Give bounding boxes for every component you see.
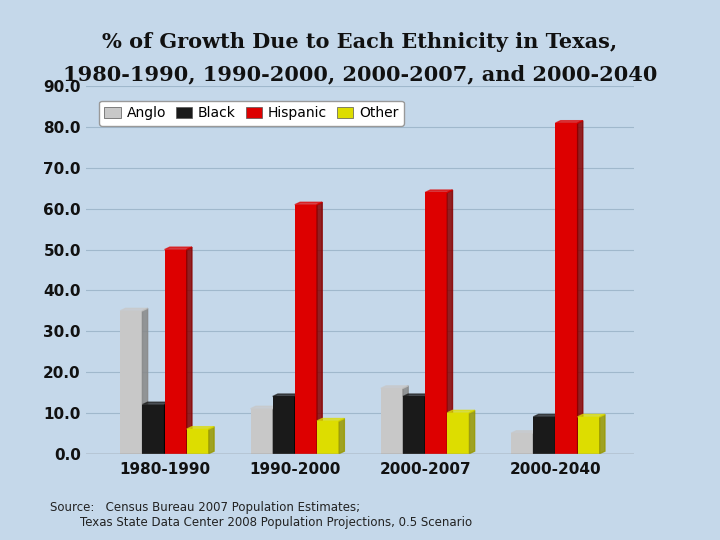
Polygon shape	[295, 394, 300, 454]
Polygon shape	[577, 414, 605, 417]
Polygon shape	[403, 386, 408, 454]
Polygon shape	[209, 427, 214, 454]
Polygon shape	[186, 427, 214, 429]
Bar	[534, 417, 555, 454]
Polygon shape	[469, 410, 474, 454]
Bar	[120, 311, 143, 454]
Bar	[403, 396, 425, 454]
Bar	[447, 413, 469, 454]
Polygon shape	[534, 431, 539, 454]
Polygon shape	[251, 406, 278, 409]
Polygon shape	[600, 414, 605, 454]
Text: % of Growth Due to Each Ethnicity in Texas,: % of Growth Due to Each Ethnicity in Tex…	[102, 32, 618, 52]
Polygon shape	[425, 190, 452, 192]
Polygon shape	[143, 402, 170, 404]
Bar	[273, 396, 295, 454]
Polygon shape	[143, 308, 148, 454]
Bar	[381, 388, 403, 454]
Polygon shape	[273, 406, 278, 454]
Polygon shape	[403, 394, 431, 396]
Bar	[511, 433, 534, 454]
Polygon shape	[534, 414, 561, 417]
Bar	[143, 404, 165, 454]
Polygon shape	[555, 120, 582, 123]
Polygon shape	[295, 202, 323, 205]
Bar	[577, 417, 600, 454]
Legend: Anglo, Black, Hispanic, Other: Anglo, Black, Hispanic, Other	[99, 100, 404, 126]
Bar	[165, 249, 186, 454]
Polygon shape	[120, 308, 148, 311]
Polygon shape	[511, 431, 539, 433]
Polygon shape	[447, 410, 474, 413]
Polygon shape	[447, 190, 452, 454]
Polygon shape	[186, 247, 192, 454]
Polygon shape	[381, 386, 408, 388]
Bar	[317, 421, 339, 454]
Bar	[186, 429, 209, 454]
Polygon shape	[317, 202, 323, 454]
Polygon shape	[425, 394, 431, 454]
Polygon shape	[555, 414, 561, 454]
Polygon shape	[577, 120, 582, 454]
Polygon shape	[317, 418, 344, 421]
Polygon shape	[339, 418, 344, 454]
Polygon shape	[273, 394, 300, 396]
Polygon shape	[165, 402, 170, 454]
Bar	[295, 205, 317, 454]
Text: 1980-1990, 1990-2000, 2000-2007, and 2000-2040: 1980-1990, 1990-2000, 2000-2007, and 200…	[63, 65, 657, 85]
Bar	[425, 192, 447, 454]
Bar	[555, 123, 577, 454]
Polygon shape	[165, 247, 192, 249]
Bar	[251, 409, 273, 454]
Text: Source:   Census Bureau 2007 Population Estimates;
        Texas State Data Cent: Source: Census Bureau 2007 Population Es…	[50, 501, 472, 529]
